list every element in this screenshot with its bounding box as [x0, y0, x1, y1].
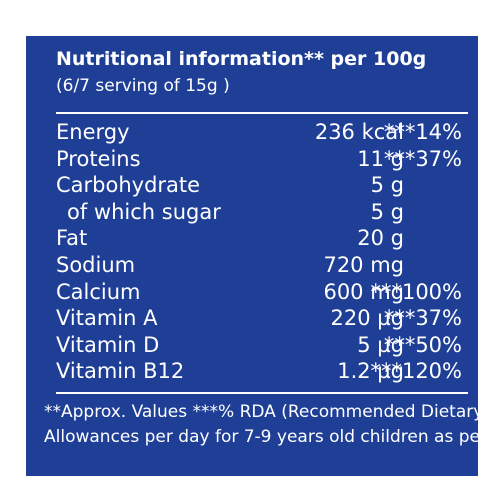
footnote: **Approx. Values ***% RDA (Recommended D… [44, 400, 478, 450]
nutrient-rda: ***100% [370, 279, 462, 304]
nutrient-rda: ***37% [383, 146, 462, 171]
nutrient-rda: ***50% [383, 332, 462, 357]
nutrient-amount: 11 g [357, 146, 404, 171]
nutrient-name: Vitamin A [56, 306, 158, 331]
nutrient-name: Vitamin D [56, 332, 160, 357]
serving-size-note: (6/7 serving of 15g ) [56, 76, 230, 96]
nutrient-name: Vitamin B12 [56, 359, 185, 384]
nutrient-name: Carbohydrate [56, 173, 201, 198]
nutrient-amount: 236 kcal [314, 120, 404, 144]
nutrient-name: Calcium [56, 279, 141, 304]
nutrient-amount: 220 µg [330, 306, 404, 331]
footnote-line-1: **Approx. Values ***% RDA (Recommended D… [44, 402, 478, 422]
nutrition-label-panel: Nutritional information** per 100g (6/7 … [26, 36, 478, 476]
nutrient-row-vitamin-b12: Vitamin B12 1.2 µg ***120% [56, 358, 468, 385]
nutrient-name: Proteins [56, 146, 141, 171]
nutrient-row-vitamin-a: Vitamin A 220 µg ***37% [56, 305, 468, 332]
nutrition-title: Nutritional information** per 100g [56, 48, 427, 70]
nutrient-name: Sodium [56, 252, 136, 277]
nutrient-row-sugar: of which sugar 5 g [56, 199, 468, 226]
nutrient-amount: 20 g [357, 226, 404, 251]
nutrient-amount: 5 g [370, 173, 404, 198]
nutrient-name: of which sugar [67, 199, 221, 224]
nutrient-row-carbohydrate: Carbohydrate 5 g [56, 172, 468, 199]
nutrient-row-energy: Energy 236 kcal ***14% [56, 119, 468, 146]
nutrient-rda: ***120% [370, 359, 462, 384]
nutrient-amount: 1.2 µg [337, 359, 404, 384]
nutrient-amount: 5 µg [357, 332, 404, 357]
nutrient-rda: ***37% [383, 306, 462, 331]
nutrient-row-sodium: Sodium 720 mg [56, 252, 468, 279]
nutrient-amount: 720 mg [323, 252, 404, 277]
nutrient-rda: ***14% [383, 120, 462, 144]
nutrient-name: Fat [56, 226, 88, 251]
nutrient-row-calcium: Calcium 600 mg ***100% [56, 279, 468, 306]
footnote-line-2: Allowances per day for 7-9 years old chi… [44, 427, 478, 447]
nutrient-row-vitamin-d: Vitamin D 5 µg ***50% [56, 332, 468, 359]
header-divider [56, 112, 468, 114]
nutrient-row-fat: Fat 20 g [56, 225, 468, 252]
nutrient-table: Energy 236 kcal ***14% Proteins 11 g ***… [56, 119, 468, 385]
footer-divider [56, 392, 468, 394]
nutrient-name: Energy [56, 120, 130, 144]
nutrient-amount: 600 mg [323, 279, 404, 304]
nutrient-amount: 5 g [370, 199, 404, 224]
nutrient-row-proteins: Proteins 11 g ***37% [56, 146, 468, 173]
